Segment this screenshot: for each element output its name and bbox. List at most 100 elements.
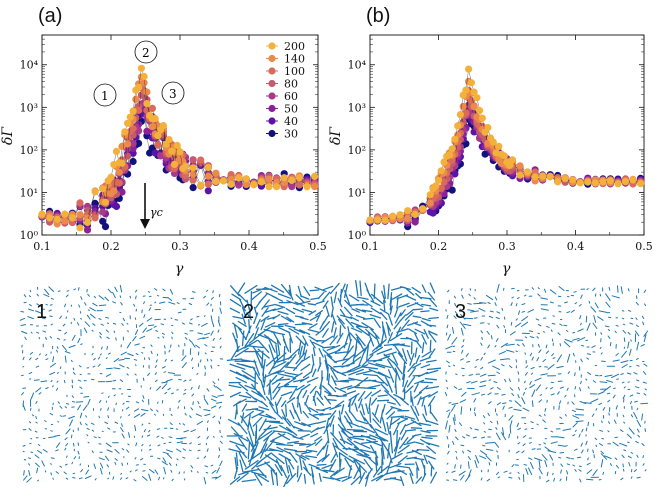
data-point [126,113,134,121]
data-point [135,127,143,135]
data-point [404,207,412,215]
legend-marker [268,67,276,75]
data-point [434,176,443,184]
data-point [426,199,434,207]
data-point [159,122,167,130]
data-point [419,205,427,213]
displacement-arrows [444,283,649,483]
data-point [61,210,69,218]
legend-label: 80 [284,78,298,91]
data-point [481,150,489,158]
series-140 [366,77,645,224]
snapshot-label-3: 3 [455,301,466,323]
data-point [470,88,478,96]
y-tick-label: 10² [348,144,366,157]
axes-ticks-a: 0.1 0.2 0.3 0.4 0.5 10⁰ 10¹ 10² 10³ 10⁴ [20,34,327,253]
legend-label: 30 [284,128,298,141]
data-point [500,152,508,160]
data-point [53,215,61,223]
x-tick-label: 0.4 [240,240,258,253]
legend-marker [268,54,276,63]
data-point [181,162,190,170]
data-point [440,178,448,186]
y-tick-label: 10⁰ [20,229,39,242]
data-point [46,214,54,222]
data-point [508,156,517,164]
data-point [506,161,514,169]
data-point [143,127,151,135]
data-point [157,152,165,160]
y-tick-label: 10¹ [20,186,38,199]
data-point [445,151,454,159]
data-point [135,83,143,91]
data-point [99,208,107,216]
data-point [121,128,129,136]
data-point [227,180,235,188]
data-point [516,162,524,170]
data-point [311,183,319,191]
x-tick-label: 0.2 [102,240,120,253]
data-point [118,188,126,196]
data-point [467,79,475,87]
data-point [599,178,607,186]
data-point [124,145,132,153]
x-tick-label: 0.3 [498,240,516,253]
legend-marker [268,79,276,88]
data-point [235,181,243,189]
data-point [524,168,532,176]
data-point [561,175,569,183]
data-point [614,180,622,188]
data-point [148,104,156,112]
data-point [242,175,250,183]
data-point [197,156,205,164]
data-point [68,214,76,222]
data-point [115,168,123,176]
data-point [569,176,577,184]
data-point [273,183,281,191]
y-tick-label: 10⁴ [348,59,367,72]
data-point [204,187,212,195]
data-point [99,217,107,225]
data-point [110,187,118,195]
data-point [76,199,84,207]
data-point [135,139,143,147]
data-point [495,142,503,150]
y-tick-label: 10⁰ [348,229,367,242]
data-point [101,198,110,206]
data-point [437,167,445,175]
data-point [454,122,462,130]
annotation-circle-1 [93,83,117,107]
data-point [473,94,481,102]
legend-label: 50 [284,103,298,116]
data-point [437,184,445,192]
data-point [539,172,547,180]
data-point [170,160,179,168]
data-point [295,174,303,182]
data-point [621,178,630,186]
legend-marker [268,92,276,100]
data-point [591,179,600,187]
data-point [140,79,148,87]
displacement-arrows [226,279,442,488]
data-point [165,136,173,144]
series-200 [38,64,319,232]
data-point [311,172,319,180]
data-point [429,209,437,217]
data-point [212,169,220,177]
data-points-a [38,64,319,234]
data-point [99,185,107,193]
data-point [637,180,645,188]
data-point [250,181,258,189]
data-point [465,65,473,73]
data-point [118,159,126,167]
data-point [265,175,273,183]
annotation-2: 2 [142,46,150,60]
data-point [112,202,121,211]
data-point [404,214,412,223]
data-point [381,216,389,224]
snapshot-label-2: 2 [243,301,254,323]
data-point [288,176,296,184]
data-point [154,141,162,149]
data-point [143,88,151,96]
